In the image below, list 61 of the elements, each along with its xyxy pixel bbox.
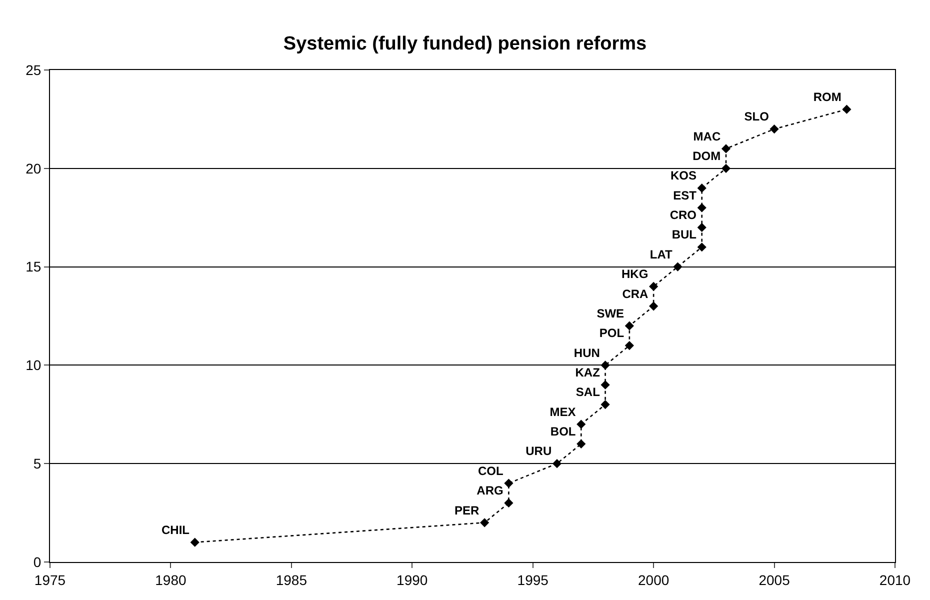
data-label: CRA — [622, 286, 649, 301]
data-label: SAL — [576, 385, 600, 400]
data-label: MEX — [550, 404, 576, 419]
x-tick-label: 2000 — [638, 572, 670, 588]
point — [600, 400, 610, 410]
point — [721, 164, 731, 173]
point — [504, 478, 514, 488]
y-tick-label: 0 — [33, 554, 42, 570]
y-tick-label: 20 — [26, 160, 42, 176]
data-label: SWE — [596, 306, 624, 320]
x-tick-label: 1980 — [155, 572, 186, 588]
data-label: BUL — [672, 228, 696, 242]
data-label: DOM — [692, 149, 721, 164]
point — [600, 380, 610, 390]
chart-title: Systemic (fully funded) pension reforms — [283, 33, 647, 54]
data-label: LAT — [650, 247, 674, 262]
point — [770, 124, 779, 134]
x-tick-label: 2010 — [879, 572, 911, 588]
point — [600, 360, 610, 370]
point — [504, 498, 514, 508]
data-label: PER — [454, 503, 480, 518]
data-label: POL — [599, 326, 624, 340]
point — [721, 144, 731, 154]
y-tick-label: 5 — [33, 456, 42, 472]
x-tick-label: 2005 — [758, 572, 790, 588]
data-label: URU — [526, 444, 552, 458]
point — [480, 518, 490, 528]
x-tick-label: 1990 — [396, 572, 428, 588]
data-label: ROM — [813, 90, 842, 104]
point — [576, 439, 586, 448]
y-tick-label: 15 — [26, 258, 42, 275]
data-label: CRO — [670, 208, 696, 222]
point — [624, 321, 634, 330]
x-tick-label: 1975 — [34, 572, 66, 588]
point — [697, 184, 706, 193]
data-label: KOS — [670, 168, 696, 183]
data-label: HKG — [622, 267, 648, 282]
x-tick-label: 1995 — [517, 572, 549, 588]
point — [697, 222, 706, 232]
data-label: SLO — [744, 110, 769, 124]
point — [624, 340, 634, 350]
data-label: BOL — [550, 424, 576, 439]
point — [576, 420, 586, 429]
y-tick-label: 10 — [26, 357, 42, 374]
point — [697, 203, 706, 212]
point — [649, 282, 658, 292]
x-tick-label: 1985 — [276, 572, 308, 588]
point — [842, 104, 852, 114]
data-label: COL — [478, 464, 504, 478]
point — [190, 538, 200, 547]
data-label: HUN — [574, 346, 600, 360]
point — [673, 262, 682, 272]
data-label: EST — [673, 188, 698, 202]
point — [552, 459, 562, 468]
data-label: MAC — [693, 129, 721, 144]
point — [649, 302, 658, 311]
data-label: CHIL — [161, 522, 190, 537]
data-label: KAZ — [575, 366, 600, 380]
point — [697, 242, 706, 252]
y-tick-label: 25 — [26, 62, 42, 78]
data-label: ARG — [476, 484, 504, 498]
